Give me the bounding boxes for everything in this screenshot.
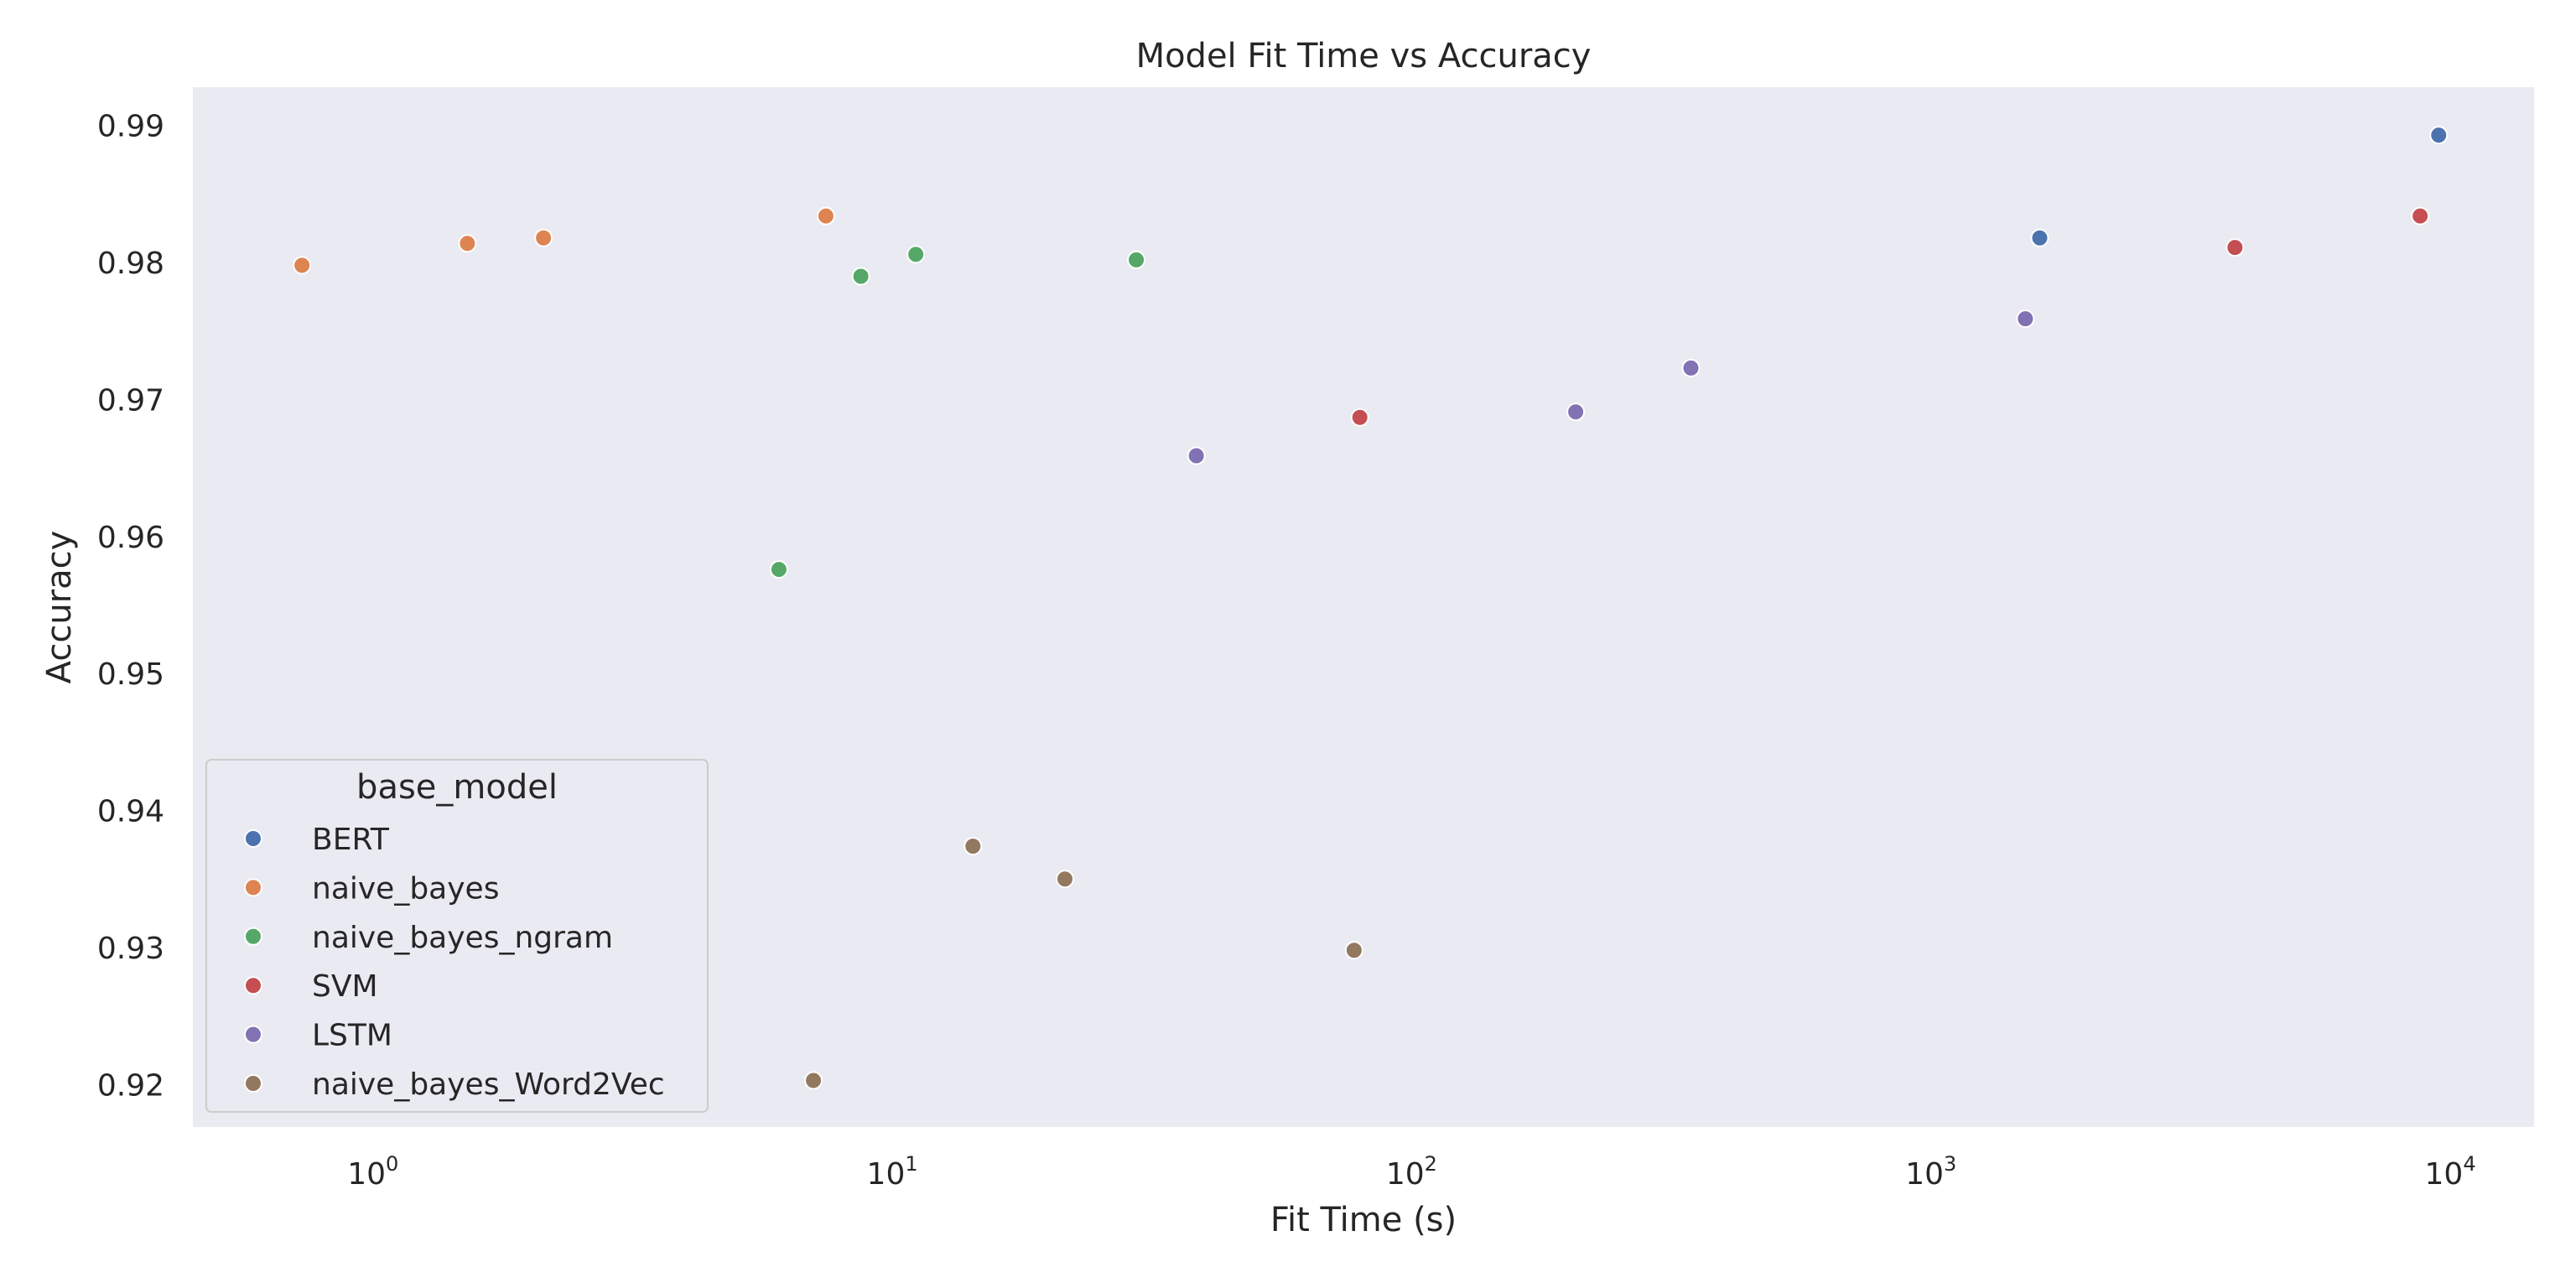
- legend-frame: [205, 759, 709, 1113]
- x-tick-label: 102: [1386, 1152, 1437, 1192]
- legend-label: naive_bayes_ngram: [312, 921, 613, 955]
- data-point: [1187, 446, 1206, 465]
- data-point: [2225, 238, 2245, 257]
- legend: base_model BERT naive_bayes naive_bayes_ng…: [205, 759, 709, 1113]
- y-tick-label: 0.98: [97, 247, 164, 281]
- x-tick-label: 101: [867, 1152, 918, 1192]
- y-tick-label: 0.95: [97, 657, 164, 692]
- x-axis-label: Fit Time (s): [1270, 1201, 1457, 1239]
- data-points: [293, 126, 2449, 1090]
- legend-label: LSTM: [312, 1019, 392, 1053]
- legend-marker: [244, 1025, 262, 1044]
- y-tick-label: 0.92: [97, 1068, 164, 1103]
- data-point: [293, 256, 312, 275]
- data-point: [906, 245, 926, 264]
- data-point: [1566, 402, 1586, 422]
- data-point: [2016, 309, 2035, 329]
- data-point: [2429, 126, 2449, 145]
- legend-marker: [244, 1074, 262, 1093]
- legend-marker: [244, 927, 262, 946]
- legend-label: naive_bayes: [312, 871, 499, 906]
- legend-title: base_model: [356, 768, 558, 807]
- data-point: [816, 206, 835, 226]
- data-point: [534, 228, 553, 247]
- data-point: [1681, 358, 1701, 377]
- legend-label: BERT: [312, 823, 390, 857]
- legend-marker: [244, 878, 262, 897]
- legend-marker: [244, 976, 262, 995]
- data-point: [851, 267, 870, 286]
- y-tick-labels: 0.92 0.93 0.94 0.95 0.96 0.97 0.98 0.99: [97, 110, 164, 1104]
- y-axis-label: Accuracy: [40, 531, 79, 684]
- data-point: [1350, 408, 1369, 427]
- y-tick-label: 0.99: [97, 110, 164, 144]
- y-tick-label: 0.96: [97, 521, 164, 555]
- data-point: [1127, 250, 1146, 269]
- y-tick-label: 0.97: [97, 383, 164, 418]
- data-point: [458, 234, 477, 253]
- chart-title: Model Fit Time vs Accuracy: [1136, 37, 1592, 75]
- data-point: [2030, 228, 2049, 247]
- data-point: [1344, 941, 1363, 960]
- x-tick-labels: 100 101 102 103 104: [347, 1152, 2475, 1192]
- data-point: [2411, 206, 2430, 226]
- data-point: [769, 560, 788, 579]
- data-point: [804, 1071, 823, 1090]
- y-tick-label: 0.93: [97, 932, 164, 966]
- legend-label: naive_bayes_Word2Vec: [312, 1067, 665, 1102]
- x-tick-label: 100: [347, 1152, 398, 1192]
- legend-label: SVM: [312, 969, 378, 1004]
- x-tick-label: 103: [1905, 1152, 1956, 1192]
- legend-marker: [244, 829, 262, 848]
- x-tick-label: 104: [2425, 1152, 2476, 1192]
- y-tick-label: 0.94: [97, 795, 164, 829]
- data-point: [1055, 870, 1074, 889]
- data-point: [963, 837, 983, 856]
